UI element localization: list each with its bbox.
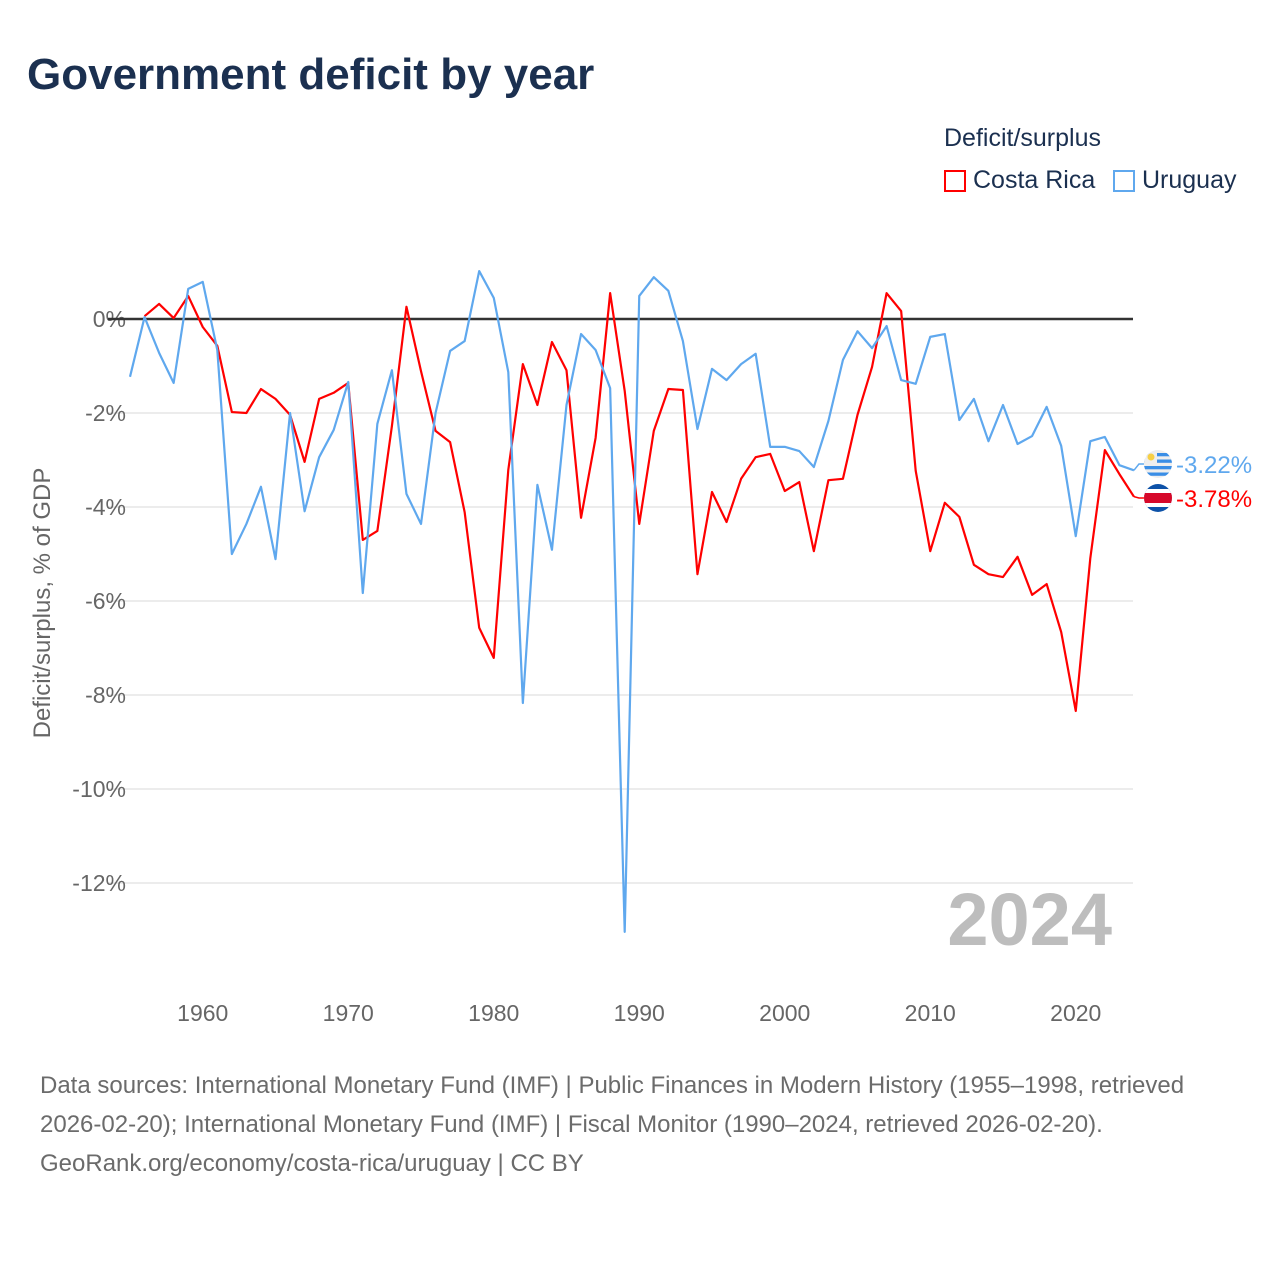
flag-sun <box>1147 453 1155 461</box>
legend-swatch-uruguay <box>1113 169 1135 192</box>
x-tick-label: 1960 <box>177 1000 228 1026</box>
x-tick-label: 2020 <box>1050 1000 1101 1026</box>
end-value-label: -3.22% <box>1176 452 1252 479</box>
end-connector <box>1133 495 1144 499</box>
legend-item-uruguay[interactable]: Uruguay <box>1113 166 1237 195</box>
x-tick-label: 1970 <box>323 1000 374 1026</box>
y-tick-label: -6% <box>85 588 126 614</box>
y-axis-label: Deficit/surplus, % of GDP <box>29 468 56 739</box>
x-tick-label: 2010 <box>905 1000 956 1026</box>
x-tick-label: 2000 <box>759 1000 810 1026</box>
x-tick-label: 1990 <box>614 1000 665 1026</box>
uruguay-flag-icon <box>1144 450 1172 478</box>
legend-title: Deficit/surplus <box>944 124 1101 152</box>
costa-rica-flag-icon <box>1144 484 1172 512</box>
chart-title: Government deficit by year <box>27 50 595 99</box>
flag-stripe <box>1144 466 1172 470</box>
y-tick-label: -10% <box>72 776 126 802</box>
credit-link[interactable]: GeoRank.org/economy/costa-rica/uruguay |… <box>40 1150 584 1177</box>
flag-body <box>1144 484 1172 512</box>
x-tick-label: 1980 <box>468 1000 519 1026</box>
series-line-costa-rica <box>143 292 1135 713</box>
flag-stripe <box>1144 453 1172 457</box>
legend-swatch-costa-rica <box>944 169 966 192</box>
y-tick-label: -4% <box>85 494 126 520</box>
end-connector <box>1133 463 1144 471</box>
flag-stripe <box>1144 459 1172 463</box>
flag-stripe <box>1144 493 1172 503</box>
line-chart: 0%-2%-4%-6%-8%-10%-12% 2024 1960 1970 1980… <box>29 269 1252 1026</box>
legend-label: Uruguay <box>1142 166 1237 194</box>
y-tick-label: -12% <box>72 870 126 896</box>
legend-item-costa-rica[interactable]: Costa Rica <box>944 166 1095 195</box>
end-value-label: -3.78% <box>1176 486 1252 513</box>
y-tick-label: -8% <box>85 682 126 708</box>
series-line-uruguay <box>128 269 1135 933</box>
legend-label: Costa Rica <box>973 166 1096 194</box>
footer: Data sources: International Monetary Fun… <box>40 1066 1240 1183</box>
year-watermark: 2024 <box>947 878 1112 961</box>
y-tick-label: -2% <box>85 400 126 426</box>
flag-body <box>1144 450 1172 478</box>
data-sources: Data sources: International Monetary Fun… <box>40 1072 1185 1138</box>
flag-stripe <box>1144 472 1172 476</box>
